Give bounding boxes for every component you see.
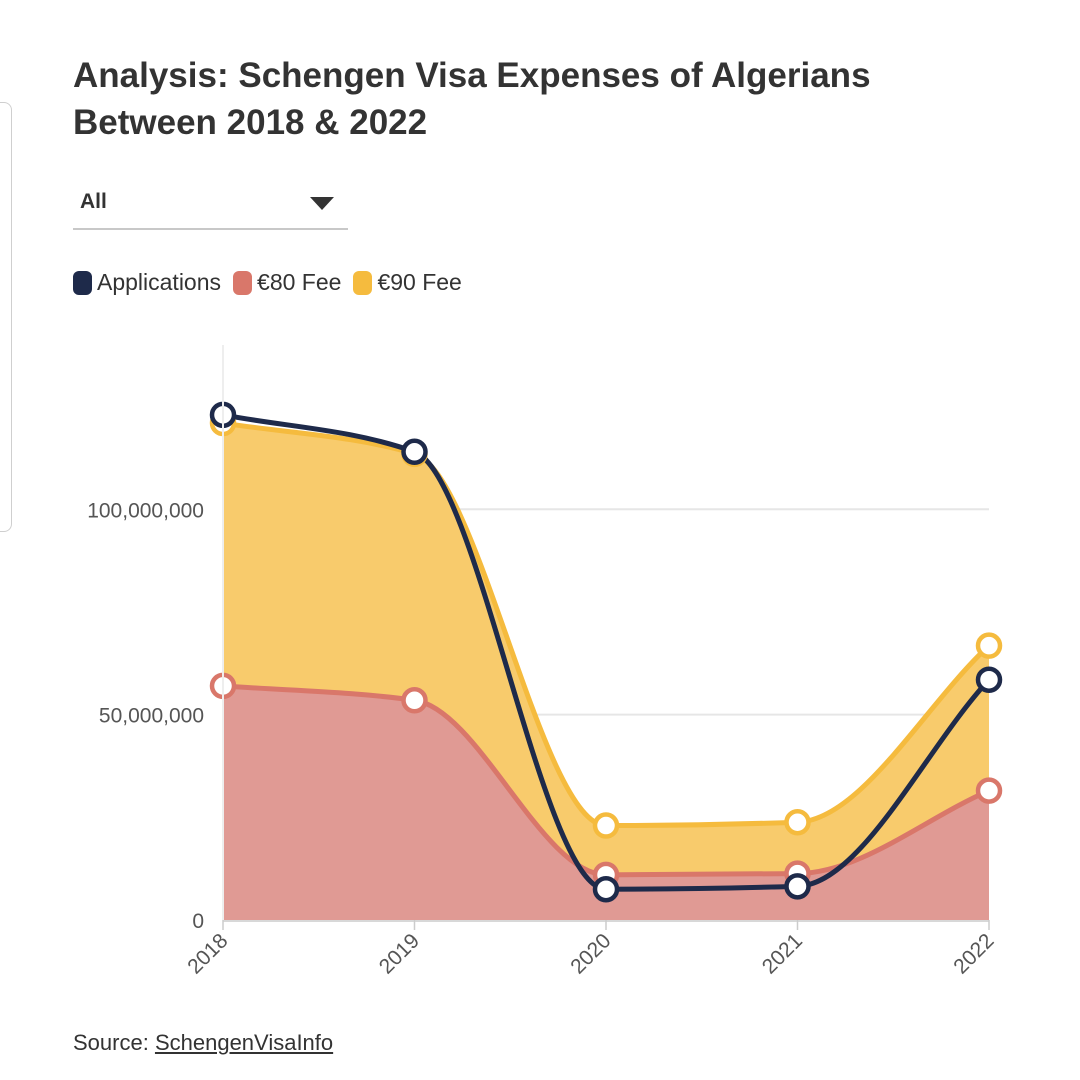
data-point	[401, 687, 428, 714]
area--80-fee	[223, 685, 989, 920]
source-link[interactable]: SchengenVisaInfo	[154, 1030, 334, 1055]
data-point	[784, 873, 811, 900]
legend-label: €80 Fee	[257, 269, 342, 295]
legend-item-80-fee[interactable]: €80 Fee	[233, 269, 341, 296]
legend: Applications €80 Fee €90 Fee	[73, 269, 462, 296]
legend-item-90-fee[interactable]: €90 Fee	[353, 269, 462, 296]
series-line	[222, 420, 991, 829]
legend-label: Applications	[97, 269, 222, 295]
y-tick-label: 0	[192, 910, 204, 933]
filter-selected-value: All	[80, 190, 107, 213]
data-point	[975, 666, 1003, 693]
data-point	[401, 438, 428, 466]
series-line-applications	[222, 412, 991, 892]
legend-swatch-90-fee	[353, 270, 373, 295]
x-tick-label: 2021	[758, 929, 807, 978]
data-point	[975, 632, 1003, 659]
y-tick-label: 100,000,000	[87, 499, 204, 522]
x-tick-label: 2022	[949, 929, 998, 978]
x-tick-label: 2018	[183, 929, 232, 978]
x-tick-label: 2019	[375, 929, 424, 978]
data-point	[592, 875, 620, 903]
legend-label: €90 Fee	[377, 269, 462, 295]
chart-title: Analysis: Schengen Visa Expenses of Alge…	[73, 56, 871, 142]
source-line: Source: SchengenVisaInfo	[73, 1030, 333, 1056]
data-point	[975, 777, 1003, 804]
legend-swatch-applications	[73, 270, 92, 295]
data-point	[592, 812, 620, 839]
chevron-down-icon	[310, 197, 334, 210]
legend-swatch-80-fee	[233, 270, 253, 295]
filter-dropdown[interactable]: All	[73, 178, 348, 230]
y-tick-label: 50,000,000	[99, 705, 204, 728]
x-tick-label: 2020	[566, 929, 615, 978]
side-panel-tab[interactable]	[0, 102, 12, 532]
legend-item-applications[interactable]: Applications	[73, 269, 221, 296]
source-prefix: Source:	[73, 1030, 149, 1055]
data-point	[784, 809, 811, 836]
